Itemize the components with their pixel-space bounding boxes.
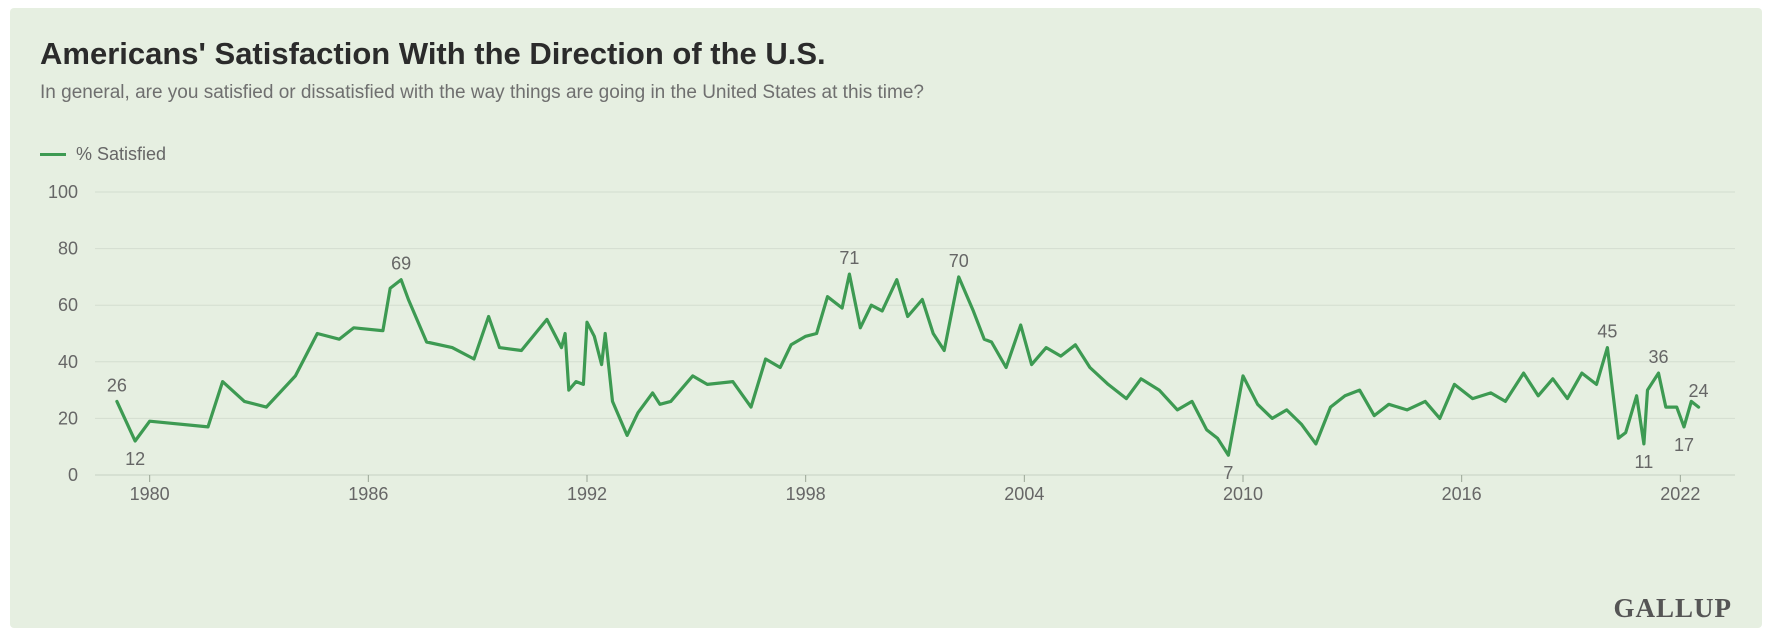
annotations: 26 12 69 71 70 7 45 11 36 17 24 [107, 248, 1709, 483]
y-tick-label-80: 80 [58, 239, 78, 259]
y-tick-label-40: 40 [58, 352, 78, 372]
x-tick-label-2004: 2004 [1004, 484, 1044, 504]
series-line-0 [115, 272, 1701, 457]
data-label-10: 24 [1689, 381, 1709, 401]
data-label-2: 69 [391, 254, 411, 274]
series-group [115, 272, 1701, 457]
legend-label: % Satisfied [76, 144, 167, 164]
data-label-4: 70 [949, 251, 969, 271]
y-tick-label-60: 60 [58, 295, 78, 315]
data-label-3: 71 [839, 248, 859, 268]
chart-card: Americans' Satisfaction With the Directi… [10, 8, 1762, 628]
y-tick-label-0: 0 [68, 465, 78, 485]
y-tick-label-20: 20 [58, 408, 78, 428]
data-label-9: 17 [1674, 435, 1694, 455]
x-tick-label-1986: 1986 [348, 484, 388, 504]
data-label-8: 36 [1648, 347, 1668, 367]
x-axis-ticks: 1980 1986 1992 1998 2004 2010 2016 2022 [130, 475, 1700, 504]
gridlines [95, 191, 1735, 476]
y-tick-label-100: 100 [48, 182, 78, 202]
data-label-1: 12 [125, 449, 145, 469]
chart-title: Americans' Satisfaction With the Directi… [40, 36, 826, 71]
y-axis-ticks: 0 20 40 60 80 100 [48, 182, 78, 485]
x-tick-label-2010: 2010 [1223, 484, 1263, 504]
data-label-7: 11 [1635, 452, 1654, 472]
legend: % Satisfied [40, 144, 166, 165]
data-label-0: 26 [107, 375, 127, 395]
x-tick-label-1992: 1992 [567, 484, 607, 504]
chart-subtitle: In general, are you satisfied or dissati… [40, 82, 924, 103]
x-tick-label-1980: 1980 [130, 484, 170, 504]
x-tick-label-2022: 2022 [1660, 484, 1700, 504]
x-tick-label-1998: 1998 [786, 484, 826, 504]
gallup-logo: GALLUP [1613, 593, 1732, 623]
data-label-5: 7 [1223, 463, 1233, 483]
x-tick-label-2016: 2016 [1442, 484, 1482, 504]
legend-swatch [40, 153, 66, 156]
data-label-6: 45 [1597, 322, 1617, 342]
